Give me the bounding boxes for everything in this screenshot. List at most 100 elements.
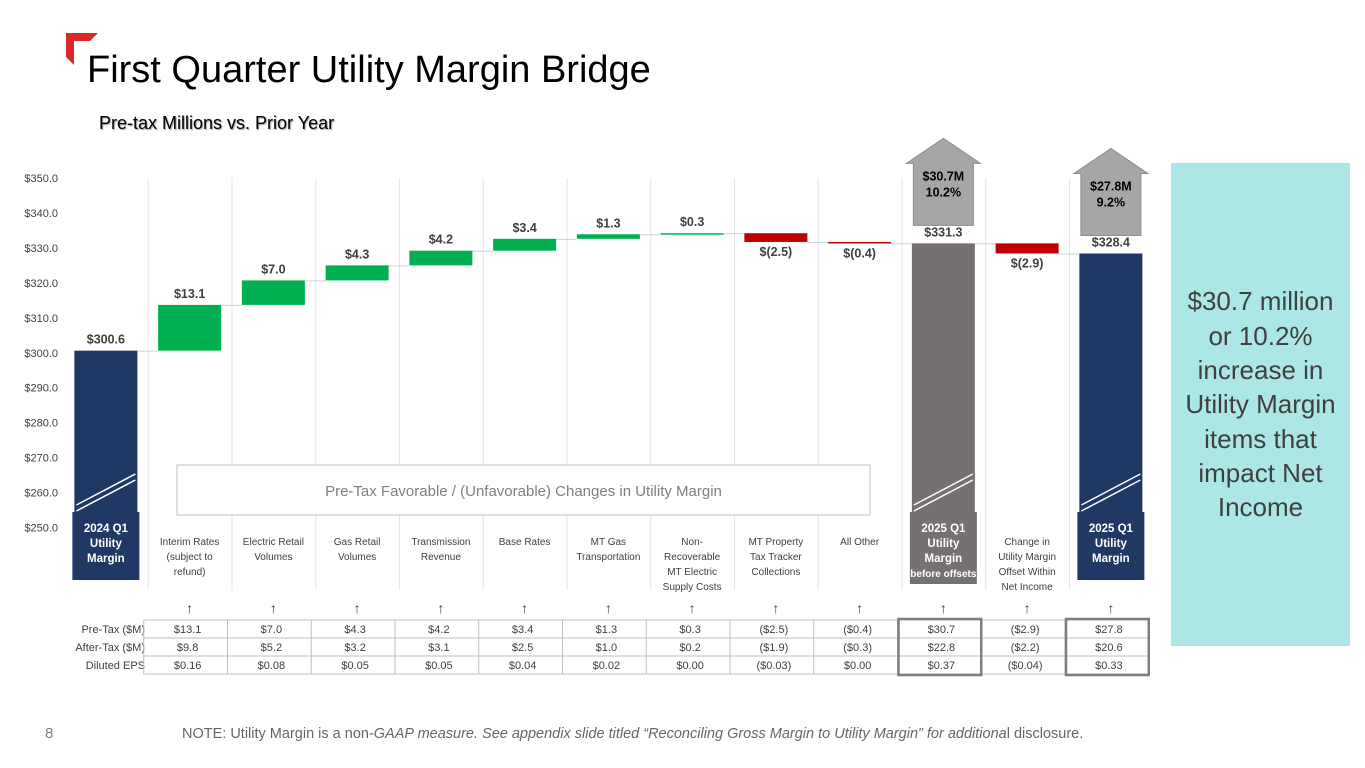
table-cell: $3.2 xyxy=(344,642,365,654)
up-arrow-icon: ↑ xyxy=(605,600,612,616)
increase-amount: $30.7M xyxy=(923,169,965,183)
data-label: $300.6 xyxy=(87,333,125,347)
page-subtitle: Pre-tax Millions vs. Prior Year xyxy=(99,113,335,133)
bar-total xyxy=(1079,253,1143,555)
data-label: $7.0 xyxy=(261,262,285,276)
table-cell: $20.6 xyxy=(1095,642,1123,654)
category-label: Transmission xyxy=(411,537,470,548)
table-cell: $30.7 xyxy=(928,624,956,636)
footnote-part-2: GAAP measure. See appendix slide titled … xyxy=(373,726,1007,742)
up-arrow-icon: ↑ xyxy=(856,600,863,616)
table-cell: $0.2 xyxy=(679,642,700,654)
category-label: Utility xyxy=(90,538,123,550)
total-label-box xyxy=(909,512,977,584)
footnote: NOTE: Utility Margin is a non-GAAP measu… xyxy=(182,726,1083,742)
up-arrow-icon: ↑ xyxy=(437,600,444,616)
increase-amount: $27.8M xyxy=(1090,179,1132,193)
bar-delta xyxy=(493,238,557,251)
category-label: Volumes xyxy=(254,552,292,563)
table-cell: $0.02 xyxy=(593,660,621,672)
category-label: MT Electric xyxy=(667,567,717,578)
increase-percent: 10.2% xyxy=(926,185,961,199)
up-arrow-icon: ↑ xyxy=(521,600,528,616)
table-cell: $0.00 xyxy=(676,660,704,672)
category-label: MT Property xyxy=(748,537,803,548)
category-label: Tax Tracker xyxy=(750,552,802,563)
bar-delta xyxy=(241,280,305,305)
data-label: $0.3 xyxy=(680,215,704,229)
table-cell: $27.8 xyxy=(1095,624,1123,636)
row-header: After-Tax ($M) xyxy=(75,642,145,654)
table-cell: ($1.9) xyxy=(760,642,789,654)
data-label: $13.1 xyxy=(174,287,205,301)
data-label: $4.2 xyxy=(429,233,453,247)
category-label: Net Income xyxy=(1002,582,1054,593)
category-label: 2025 Q1 xyxy=(1089,523,1134,535)
category-label: Revenue xyxy=(421,552,461,563)
bar-delta xyxy=(325,265,389,281)
up-arrow-icon: ↑ xyxy=(689,600,696,616)
table-cell: $13.1 xyxy=(174,624,202,636)
bar-total xyxy=(911,243,975,555)
up-arrow-icon: ↑ xyxy=(1024,600,1031,616)
bars-layer xyxy=(72,233,1145,584)
category-label: Offset Within xyxy=(999,567,1056,578)
category-label: (before offsets) xyxy=(907,569,980,580)
y-tick-label: $340.0 xyxy=(24,208,58,220)
increase-percent: 9.2% xyxy=(1097,195,1126,209)
data-label: $(2.9) xyxy=(1011,256,1044,270)
table-cell: $1.0 xyxy=(596,642,617,654)
category-label: Interim Rates xyxy=(160,537,219,548)
y-tick-label: $310.0 xyxy=(24,313,58,325)
category-label: Volumes xyxy=(338,552,376,563)
category-label: Utility Margin xyxy=(998,552,1056,563)
category-label: Collections xyxy=(751,567,800,578)
table-cell: ($2.9) xyxy=(1011,624,1040,636)
row-header: Pre-Tax ($M) xyxy=(81,624,145,636)
footnote-part-3: l disclosure. xyxy=(1006,726,1084,742)
table-cell: ($0.4) xyxy=(843,624,872,636)
bar-delta xyxy=(995,243,1059,254)
data-label: $(2.5) xyxy=(760,245,793,259)
up-arrow-icon: ↑ xyxy=(354,600,361,616)
table-cell: $0.3 xyxy=(679,624,700,636)
table-cell: $2.5 xyxy=(512,642,533,654)
table-cell: ($0.03) xyxy=(756,660,791,672)
data-labels-layer: $300.6 $13.1 $7.0 $4.3 $4.2 $3.4 $1.3 $0.3 $(2.5… xyxy=(87,137,1150,347)
annotation-layer: Pre-Tax Favorable / (Unfavorable) Change… xyxy=(176,464,871,516)
axis-break-mark xyxy=(913,479,974,512)
category-label: Utility xyxy=(1095,538,1128,550)
data-label: $1.3 xyxy=(596,216,620,230)
y-tick-label: $260.0 xyxy=(24,488,58,500)
axis-break-mark xyxy=(1081,479,1141,512)
table-cell: $9.8 xyxy=(177,642,198,654)
impact-table: ↑ ↑ ↑ ↑ ↑ ↑ ↑ ↑ ↑ ↑ ↑ ↑ Pre-Tax ($M) After-Tax ($M) Di… xyxy=(75,600,1150,677)
table-cell: $7.0 xyxy=(261,624,282,636)
data-label: $3.4 xyxy=(512,221,536,235)
up-arrow-icon: ↑ xyxy=(270,600,277,616)
category-labels-layer: 2024 Q1 Utility Margin Interim Rates (subjec… xyxy=(84,523,1134,593)
bar-delta xyxy=(158,304,222,351)
total-label-box xyxy=(1077,512,1145,580)
table-cell: $0.00 xyxy=(844,660,872,672)
y-tick-label: $300.0 xyxy=(24,348,58,360)
axis-break-mark xyxy=(76,479,136,512)
up-arrow-icon: ↑ xyxy=(1107,600,1114,616)
y-axis-tick-labels: $250.0 $260.0 $270.0 $280.0 $290.0 $300.0 $310… xyxy=(24,173,58,535)
table-cell: $4.3 xyxy=(344,624,365,636)
bar-delta xyxy=(828,241,892,244)
table-cell: $0.04 xyxy=(509,660,537,672)
footnote-part-1: NOTE: Utility Margin is a non- xyxy=(182,726,374,742)
y-tick-label: $290.0 xyxy=(24,383,58,395)
callout-text: $30.7 million or 10.2% increase in Utili… xyxy=(1185,286,1336,523)
category-label: Non- xyxy=(681,537,703,548)
category-label: Electric Retail xyxy=(243,537,304,548)
up-arrow-icon: ↑ xyxy=(940,600,947,616)
red-corner-mark xyxy=(66,33,98,65)
data-label: $4.3 xyxy=(345,247,369,261)
category-label: Utility xyxy=(927,538,960,550)
bar-delta xyxy=(744,233,808,242)
bar-delta xyxy=(576,234,640,239)
axis-break-mark xyxy=(1081,473,1141,506)
table-cell: ($0.04) xyxy=(1008,660,1043,672)
